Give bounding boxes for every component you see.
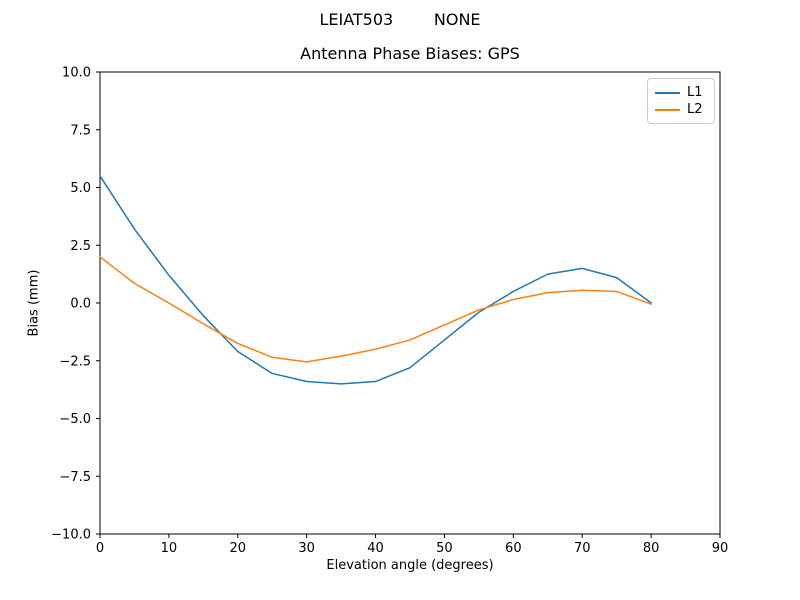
x-tick-label: 0	[96, 541, 104, 556]
y-tick-label: 7.5	[70, 123, 91, 138]
series-line-l2	[99, 256, 652, 363]
x-tick-label: 30	[298, 541, 315, 556]
series-line-l1	[99, 175, 652, 385]
x-tick-label: 40	[367, 541, 384, 556]
x-tick-label: 20	[230, 541, 247, 556]
legend-label-l2: L2	[687, 102, 703, 118]
y-tick-label: −10.0	[51, 528, 91, 543]
y-tick-label: 10.0	[62, 66, 91, 81]
l1-line-swatch	[655, 91, 680, 94]
l2-line-swatch	[655, 109, 680, 112]
legend: L1 L2	[647, 78, 715, 124]
x-tick-label: 70	[574, 541, 591, 556]
y-tick-label: −2.5	[59, 354, 91, 369]
x-tick-label: 50	[436, 541, 453, 556]
x-tick-label: 60	[505, 541, 522, 556]
y-tick-label: −5.0	[59, 412, 91, 427]
y-tick-label: −7.5	[59, 470, 91, 485]
y-axis-label: Bias (mm)	[26, 269, 42, 337]
legend-entry-l2: L2	[655, 102, 707, 120]
legend-entry-l1: L1	[655, 84, 707, 102]
figure-suptitle: LEIAT503 NONE	[319, 10, 481, 29]
y-tick-label: 2.5	[70, 239, 91, 254]
x-axis-label: Elevation angle (degrees)	[326, 558, 494, 573]
x-tick-label: 10	[161, 541, 178, 556]
x-tick-label: 90	[712, 541, 729, 556]
y-tick-label: 0.0	[70, 297, 91, 312]
legend-label-l1: L1	[687, 84, 703, 100]
x-tick-label: 80	[643, 541, 660, 556]
chart-title: Antenna Phase Biases: GPS	[300, 44, 520, 63]
y-tick-label: 5.0	[70, 181, 91, 196]
